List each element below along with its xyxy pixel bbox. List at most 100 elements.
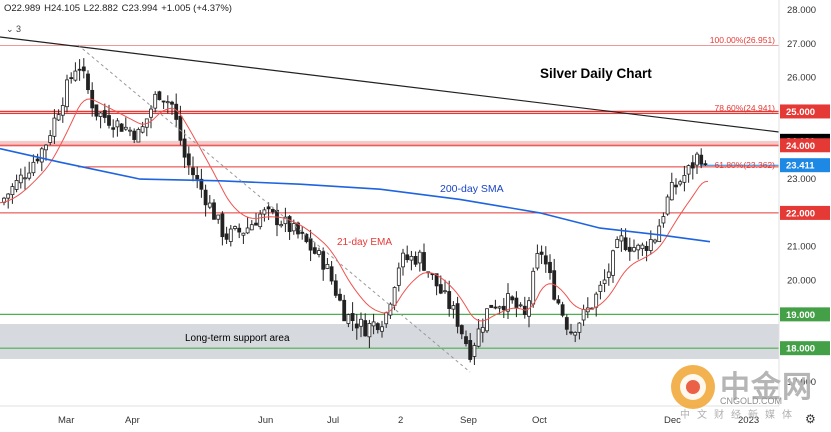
candle-body <box>153 93 158 109</box>
candle-body <box>317 250 321 255</box>
candle-body <box>27 172 32 179</box>
level-lines <box>0 44 779 349</box>
candle-body <box>514 297 519 309</box>
candle-body <box>401 252 405 268</box>
candle-body <box>157 91 162 101</box>
price-tag <box>780 158 830 173</box>
ohlc-close: C23.994 <box>121 3 158 14</box>
candle-body <box>632 247 636 252</box>
candle-body <box>94 104 99 117</box>
candle-body <box>699 154 704 165</box>
candle-body <box>14 180 19 190</box>
candle-body <box>258 213 263 228</box>
candle-body <box>270 209 275 213</box>
candle-body <box>77 68 82 71</box>
candle-body <box>283 216 288 225</box>
candle-body <box>669 182 674 201</box>
sma-line <box>0 147 711 243</box>
ohlc-low: L22.882 <box>83 3 118 14</box>
candle-body <box>548 261 552 274</box>
ema-label: 21-day EMA <box>337 237 392 248</box>
time-tick-label: Mar <box>58 415 74 426</box>
ohlc-change: +1.005 (+4.37%) <box>161 3 232 14</box>
candle-body <box>60 105 65 116</box>
candle-body <box>18 174 23 184</box>
price-tag <box>780 205 830 220</box>
candle-body <box>476 328 481 347</box>
support-area <box>0 324 779 359</box>
candle-body <box>149 108 153 118</box>
candle-body <box>510 296 515 301</box>
candle-body <box>506 293 510 312</box>
candle-body <box>241 232 246 236</box>
candle-body <box>216 214 221 220</box>
candle-body <box>627 246 632 252</box>
candle-body <box>56 114 61 121</box>
candle-body <box>543 255 548 265</box>
candle-body <box>606 271 611 278</box>
indicator-count[interactable]: ⌄ 3 <box>6 24 22 34</box>
candle-body <box>690 162 695 169</box>
candle-body <box>464 336 468 345</box>
candle-body <box>497 306 502 309</box>
candle-body <box>447 291 452 309</box>
candle-body <box>531 270 536 305</box>
candles <box>2 58 708 365</box>
candle-body <box>111 127 116 130</box>
ohlc-readout: O22.989 H24.105 L22.882 C23.994 +1.005 (… <box>4 3 233 14</box>
candle-body <box>678 181 683 185</box>
candle-body <box>489 304 494 308</box>
candle-body <box>35 158 40 162</box>
candle-body <box>136 129 141 143</box>
trend-line <box>0 36 780 133</box>
watermark-coin-icon <box>671 365 715 409</box>
candle-body <box>86 73 90 91</box>
settings-gear-icon[interactable]: ⚙ <box>805 412 816 426</box>
candle-body <box>598 284 603 292</box>
candle-body <box>119 123 124 132</box>
candle-body <box>81 66 86 72</box>
fib-dashed-line <box>77 44 471 373</box>
candle-body <box>413 256 418 265</box>
candle-body <box>682 175 687 183</box>
fib-786-label: 78.60%(24.941) <box>715 103 776 113</box>
candle-body <box>224 233 229 240</box>
candle-body <box>674 184 678 188</box>
watermark-cn: 中金网 <box>720 370 813 405</box>
price-tag-label: 23.411 <box>786 161 815 172</box>
candle-body <box>375 323 380 331</box>
candle-body <box>73 70 78 81</box>
candle-body <box>661 216 666 224</box>
candle-body <box>556 299 561 304</box>
time-tick-label: Jun <box>258 415 273 426</box>
candle-body <box>695 153 699 166</box>
candle-body <box>451 305 456 310</box>
candle-body <box>69 77 74 80</box>
candle-body <box>573 331 578 336</box>
candle-body <box>23 177 27 180</box>
time-tick-label: Sep <box>460 415 477 426</box>
candle-body <box>287 216 292 232</box>
candle-body <box>468 340 473 360</box>
candle-body <box>65 79 69 108</box>
candle-body <box>115 120 120 128</box>
time-axis-ticks: Mar Apr Jun Jul 2 Sep Oct Dec 2023 <box>58 415 759 426</box>
candle-body <box>434 273 439 287</box>
candle-body <box>128 129 132 132</box>
price-tag-label: 19.000 <box>786 310 815 321</box>
time-tick-label: Oct <box>532 415 547 426</box>
candle-body <box>199 178 204 190</box>
candle-body <box>422 252 426 271</box>
candle-body <box>48 135 53 143</box>
sma-label: 200-day SMA <box>440 183 504 195</box>
candle-body <box>249 224 254 231</box>
candle-body <box>308 238 313 251</box>
support-label: Long-term support area <box>185 333 290 344</box>
candle-body <box>459 325 464 335</box>
candle-body <box>564 317 569 330</box>
candle-body <box>438 284 443 294</box>
fib-100-label: 100.00%(26.951) <box>710 35 775 45</box>
price-tag <box>780 104 830 119</box>
price-tick-label: 23.000 <box>787 174 816 185</box>
candle-body <box>359 318 363 327</box>
